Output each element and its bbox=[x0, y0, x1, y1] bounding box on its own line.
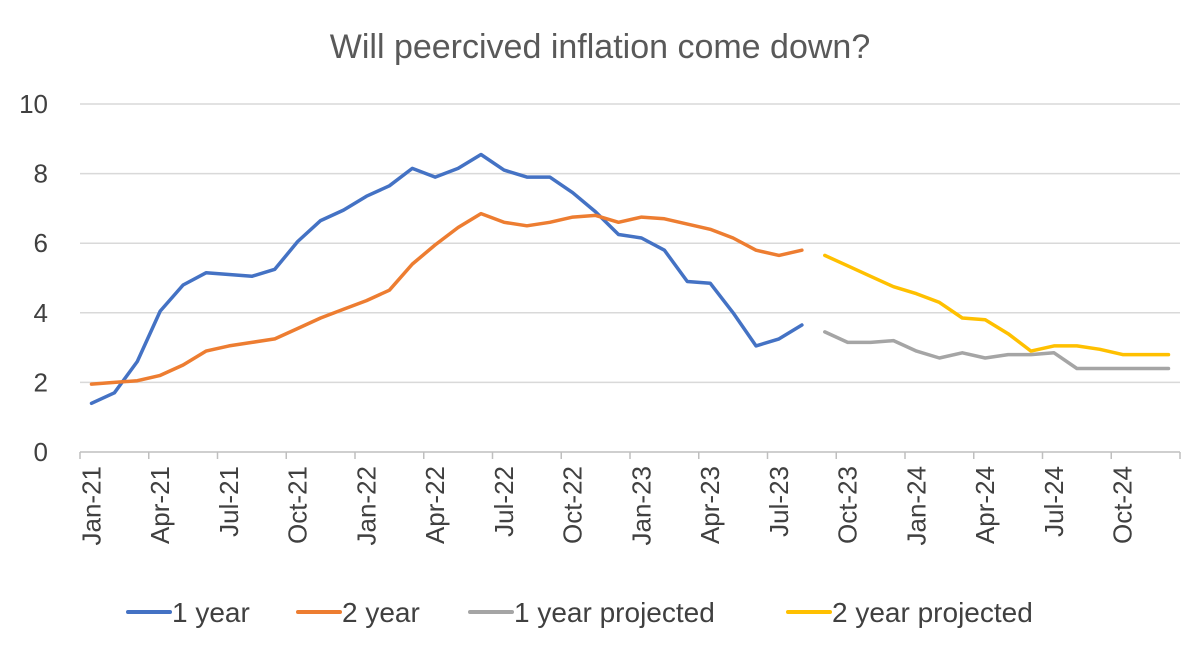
legend-label: 1 year projected bbox=[514, 597, 715, 628]
x-tick-label: Jul-21 bbox=[214, 466, 244, 537]
series-lines bbox=[89, 152, 1171, 406]
x-tick-label: Oct-22 bbox=[558, 466, 588, 544]
y-tick-label: 8 bbox=[34, 159, 48, 189]
legend-label: 1 year bbox=[172, 597, 250, 628]
series-line-2-year-projected bbox=[823, 253, 1171, 357]
x-tick-label: Apr-23 bbox=[695, 466, 725, 544]
y-tick-label: 6 bbox=[34, 228, 48, 258]
x-tick-label: Jan-24 bbox=[901, 466, 931, 546]
y-tick-label: 2 bbox=[34, 367, 48, 397]
x-tick-label: Oct-23 bbox=[833, 466, 863, 544]
series-line-1-year-projected bbox=[823, 330, 1171, 371]
y-tick-label: 10 bbox=[19, 89, 48, 119]
x-tick-label: Jul-24 bbox=[1039, 466, 1069, 537]
x-tick-label: Jul-22 bbox=[489, 466, 519, 537]
series-line-1-year bbox=[89, 152, 804, 406]
y-tick-labels: 0 2 4 6 8 10 bbox=[19, 89, 48, 467]
legend-label: 2 year bbox=[342, 597, 420, 628]
series-line-2-year bbox=[89, 211, 804, 386]
x-tick-label: Jan-23 bbox=[626, 466, 656, 546]
legend: 1 year 2 year 1 year projected 2 year proje… bbox=[126, 597, 1033, 628]
x-tick-label: Jul-23 bbox=[764, 466, 794, 537]
x-tick-label: Apr-22 bbox=[420, 466, 450, 544]
x-tick-labels: Jan-21 Apr-21 Jul-21 Oct-21 Jan-22 Apr-22 Jul-… bbox=[76, 466, 1137, 546]
y-tick-label: 4 bbox=[34, 298, 48, 328]
x-tick-label: Jan-21 bbox=[76, 466, 106, 546]
x-tick-label: Apr-21 bbox=[145, 466, 175, 544]
grid bbox=[79, 103, 1181, 459]
legend-label: 2 year projected bbox=[832, 597, 1033, 628]
x-tick-label: Oct-24 bbox=[1108, 466, 1138, 544]
y-tick-label: 0 bbox=[34, 437, 48, 467]
x-tick-label: Jan-22 bbox=[351, 466, 381, 546]
x-tick-label: Oct-21 bbox=[283, 466, 313, 544]
x-tick-label: Apr-24 bbox=[970, 466, 1000, 544]
chart-title: Will peercived inflation come down? bbox=[330, 28, 870, 66]
